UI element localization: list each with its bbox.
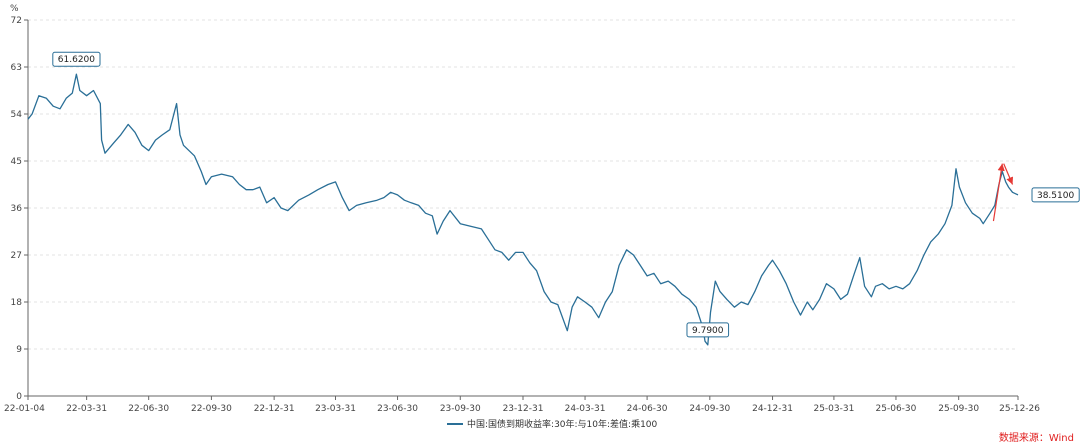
x-tick-label: 22-12-31 [254, 404, 295, 414]
x-tick-label: 23-06-30 [377, 404, 418, 414]
y-tick-label: 36 [11, 204, 23, 214]
y-tick-label: 9 [16, 345, 22, 355]
data-label-box [1031, 187, 1080, 203]
y-axis-unit: % [10, 4, 19, 14]
y-tick-label: 18 [11, 298, 23, 308]
grid-lines [28, 19, 1018, 350]
series-line [27, 73, 1019, 346]
x-tick-label: 22-06-30 [128, 404, 169, 414]
data-label-box [686, 322, 730, 338]
x-tick-label: 23-09-30 [440, 404, 481, 414]
y-tick-label: 27 [11, 251, 22, 261]
x-tick-label: 25-03-31 [813, 404, 854, 414]
y-axis: 0 9 18 27 36 45 54 63 72 [11, 16, 29, 402]
x-tick-label: 25-06-30 [876, 404, 917, 414]
x-tick-label: 24-03-31 [565, 404, 606, 414]
trend-arrow [1003, 163, 1014, 185]
x-tick-label: 22-03-31 [66, 404, 107, 414]
x-tick-label: 25-12-26 [999, 404, 1040, 414]
series-layer [27, 73, 1019, 346]
y-tick-label: 45 [11, 157, 22, 167]
legend[interactable]: 中国:国债到期收益率:30年:与10年:差值:乘100 [447, 418, 658, 430]
y-tick-label: 63 [11, 63, 22, 73]
x-tick-label: 25-09-30 [938, 404, 979, 414]
data-label-text: 38.5100 [1037, 191, 1074, 201]
arrow-layer [992, 163, 1014, 222]
annotation-layer: 61.6200 9.7900 38.5100 [52, 51, 1080, 338]
y-tick-label: 72 [11, 16, 22, 26]
x-axis: 22-01-04 22-03-31 22-06-30 22-09-30 22-12-31… [4, 395, 1040, 414]
data-label-text: 61.6200 [58, 55, 95, 65]
trend-arrow [992, 163, 1005, 222]
data-label-box [52, 51, 101, 67]
x-tick-label: 24-12-31 [752, 404, 793, 414]
x-tick-label: 23-03-31 [315, 404, 356, 414]
x-tick-label: 24-06-30 [627, 404, 668, 414]
source-note: 数据来源：Wind [999, 431, 1074, 444]
legend-label: 中国:国债到期收益率:30年:与10年:差值:乘100 [467, 418, 658, 430]
data-label-text: 9.7900 [692, 326, 724, 336]
x-tick-label: 23-12-31 [503, 404, 544, 414]
x-tick-label: 22-09-30 [191, 404, 232, 414]
x-tick-label: 24-09-30 [689, 404, 730, 414]
x-tick-label: 22-01-04 [4, 404, 45, 414]
y-tick-label: 54 [11, 110, 23, 120]
y-tick-label: 0 [16, 392, 22, 402]
